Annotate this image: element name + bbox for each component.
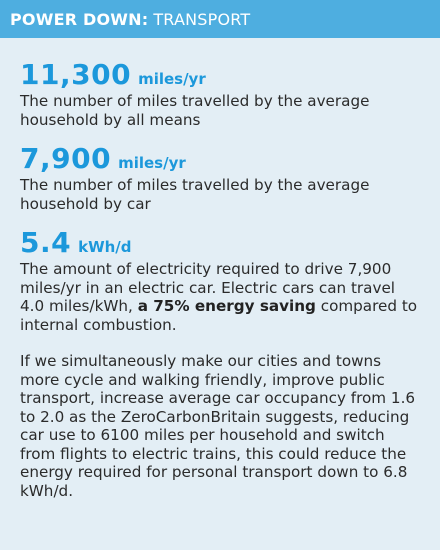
stat-unit: miles/yr — [138, 70, 206, 88]
energy-saving-highlight: a 75% energy saving — [137, 297, 316, 315]
stat-value: 7,900 — [20, 142, 112, 175]
stat-description: The number of miles travelled by the ave… — [20, 176, 370, 213]
stat-value: 11,300 — [20, 58, 132, 91]
stat-figure: 7,900 miles/yr — [20, 142, 422, 176]
stat-figure: 5.4 kWh/d — [20, 226, 422, 260]
stat-unit: miles/yr — [118, 154, 186, 172]
description-text: The amount of electricity required to dr… — [20, 260, 396, 315]
stat-car-miles: 7,900 miles/yr The number of miles trave… — [20, 142, 422, 213]
panel-header: POWER DOWN: TRANSPORT — [0, 0, 440, 38]
summary-paragraph: If we simultaneously make our cities and… — [20, 352, 416, 500]
stat-description: The amount of electricity required to dr… — [20, 260, 422, 334]
stat-unit: kWh/d — [78, 238, 132, 256]
header-title-strong: POWER DOWN: — [10, 9, 149, 29]
panel-content: 11,300 miles/yr The number of miles trav… — [0, 38, 440, 500]
header-title-light: TRANSPORT — [153, 9, 251, 29]
stat-total-miles: 11,300 miles/yr The number of miles trav… — [20, 58, 422, 129]
stat-figure: 11,300 miles/yr — [20, 58, 422, 92]
stat-description: The number of miles travelled by the ave… — [20, 92, 370, 129]
stat-electricity: 5.4 kWh/d The amount of electricity requ… — [20, 226, 422, 334]
stat-value: 5.4 — [20, 226, 72, 259]
description-text: compared to internal combustion. — [20, 297, 418, 334]
